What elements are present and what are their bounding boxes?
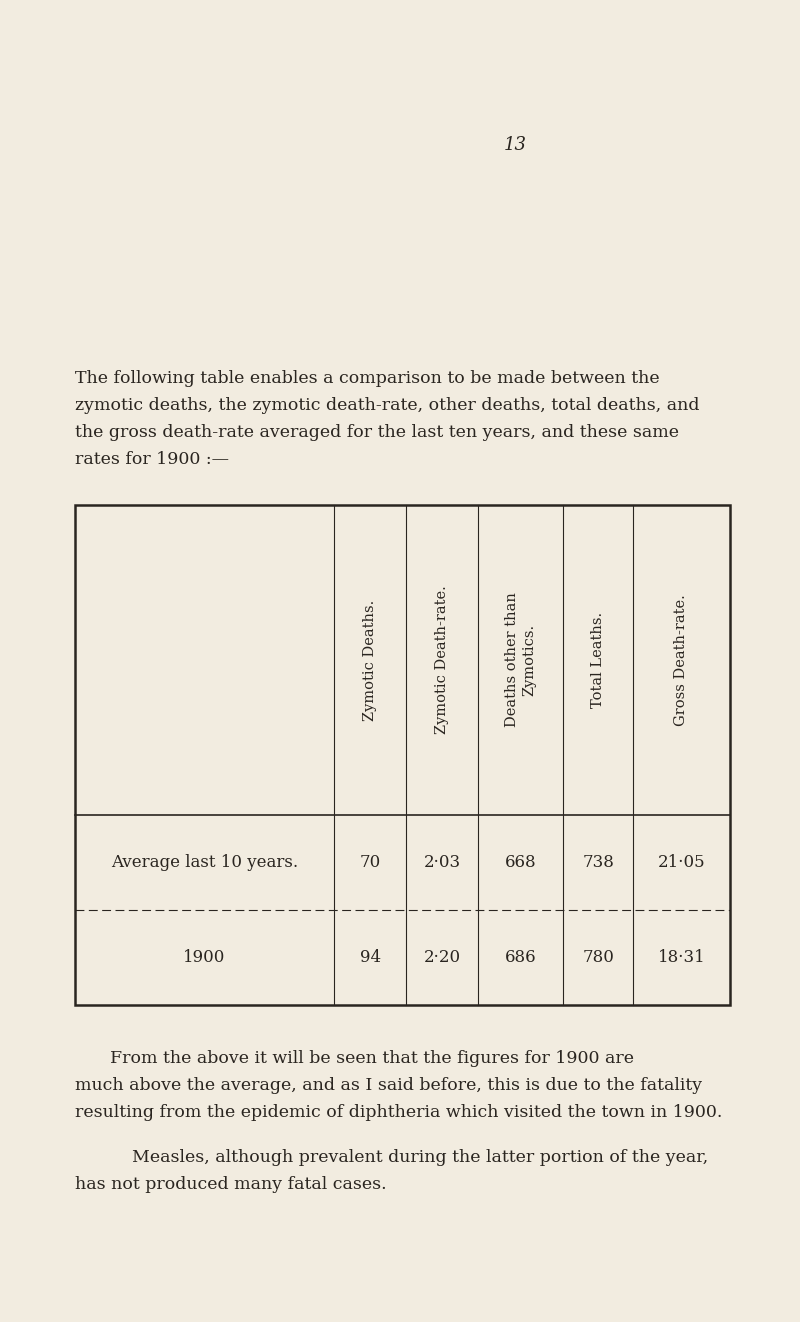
Text: rates for 1900 :—: rates for 1900 :— bbox=[75, 451, 229, 468]
Bar bbox=[75, 505, 730, 1005]
Text: Measles, although prevalent during the latter portion of the year,: Measles, although prevalent during the l… bbox=[110, 1149, 708, 1166]
Text: The following table enables a comparison to be made between the: The following table enables a comparison… bbox=[75, 370, 660, 387]
Text: 1900: 1900 bbox=[183, 949, 226, 966]
Text: 18·31: 18·31 bbox=[658, 949, 706, 966]
Text: 21·05: 21·05 bbox=[658, 854, 706, 871]
Text: 686: 686 bbox=[505, 949, 537, 966]
Text: 70: 70 bbox=[359, 854, 381, 871]
Text: 780: 780 bbox=[582, 949, 614, 966]
Text: 2·03: 2·03 bbox=[424, 854, 461, 871]
Text: much above the average, and as I said before, this is due to the fatality: much above the average, and as I said be… bbox=[75, 1077, 702, 1095]
Text: Average last 10 years.: Average last 10 years. bbox=[111, 854, 298, 871]
Text: Zymotic Death-rate.: Zymotic Death-rate. bbox=[435, 586, 450, 735]
Text: From the above it will be seen that the figures for 1900 are: From the above it will be seen that the … bbox=[110, 1050, 634, 1067]
Text: 2·20: 2·20 bbox=[424, 949, 461, 966]
Text: 13: 13 bbox=[503, 136, 526, 153]
Text: Zymotic Deaths.: Zymotic Deaths. bbox=[363, 599, 377, 720]
Text: resulting from the epidemic of diphtheria which visited the town in 1900.: resulting from the epidemic of diphtheri… bbox=[75, 1104, 722, 1121]
Text: 738: 738 bbox=[582, 854, 614, 871]
Text: 668: 668 bbox=[505, 854, 537, 871]
Text: has not produced many fatal cases.: has not produced many fatal cases. bbox=[75, 1177, 386, 1192]
Text: Deaths other than
Zymotics.: Deaths other than Zymotics. bbox=[505, 592, 537, 727]
Text: Gross Death-rate.: Gross Death-rate. bbox=[674, 594, 689, 726]
Text: the gross death-rate averaged for the last ten years, and these same: the gross death-rate averaged for the la… bbox=[75, 424, 679, 442]
Text: zymotic deaths, the zymotic death-rate, other deaths, total deaths, and: zymotic deaths, the zymotic death-rate, … bbox=[75, 397, 699, 414]
Text: Total Leaths.: Total Leaths. bbox=[591, 612, 605, 709]
Text: 94: 94 bbox=[359, 949, 381, 966]
